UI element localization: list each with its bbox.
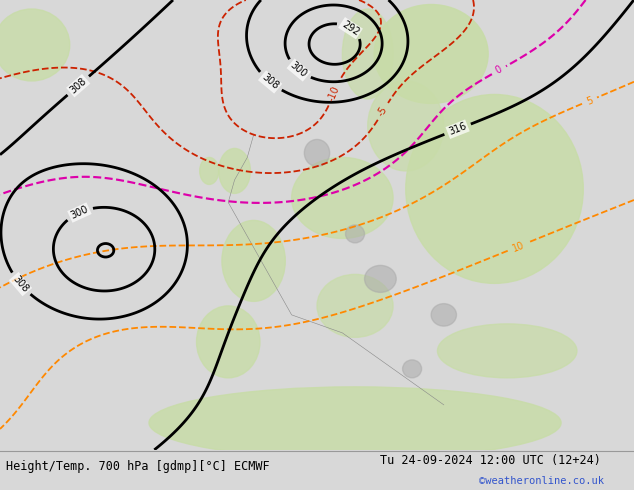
Ellipse shape	[197, 306, 260, 378]
Ellipse shape	[368, 81, 444, 171]
Ellipse shape	[406, 95, 583, 283]
Text: ©weatheronline.co.uk: ©weatheronline.co.uk	[479, 476, 604, 486]
Text: -10: -10	[326, 84, 341, 103]
Text: 300: 300	[69, 204, 90, 221]
Ellipse shape	[149, 387, 561, 459]
Text: 308: 308	[11, 274, 30, 294]
Text: Height/Temp. 700 hPa [gdmp][°C] ECMWF: Height/Temp. 700 hPa [gdmp][°C] ECMWF	[6, 460, 270, 473]
Ellipse shape	[342, 9, 393, 99]
Text: 10: 10	[510, 240, 526, 253]
Ellipse shape	[374, 4, 488, 103]
Ellipse shape	[200, 157, 219, 184]
Ellipse shape	[292, 157, 393, 239]
Text: 308: 308	[260, 72, 280, 92]
Text: -5: -5	[376, 105, 390, 118]
Text: 316: 316	[447, 121, 468, 137]
Ellipse shape	[0, 9, 70, 81]
Text: 308: 308	[68, 76, 89, 96]
Ellipse shape	[317, 274, 393, 337]
Text: 300: 300	[288, 60, 309, 80]
Ellipse shape	[346, 225, 365, 243]
Ellipse shape	[304, 140, 330, 167]
Text: Tu 24-09-2024 12:00 UTC (12+24): Tu 24-09-2024 12:00 UTC (12+24)	[380, 454, 601, 467]
Ellipse shape	[219, 148, 250, 194]
Ellipse shape	[437, 324, 577, 378]
Text: 5: 5	[585, 95, 594, 106]
Text: 292: 292	[340, 19, 361, 37]
Ellipse shape	[431, 304, 456, 326]
Ellipse shape	[403, 360, 422, 378]
Ellipse shape	[365, 266, 396, 293]
Text: 0: 0	[494, 64, 504, 76]
Ellipse shape	[222, 220, 285, 301]
